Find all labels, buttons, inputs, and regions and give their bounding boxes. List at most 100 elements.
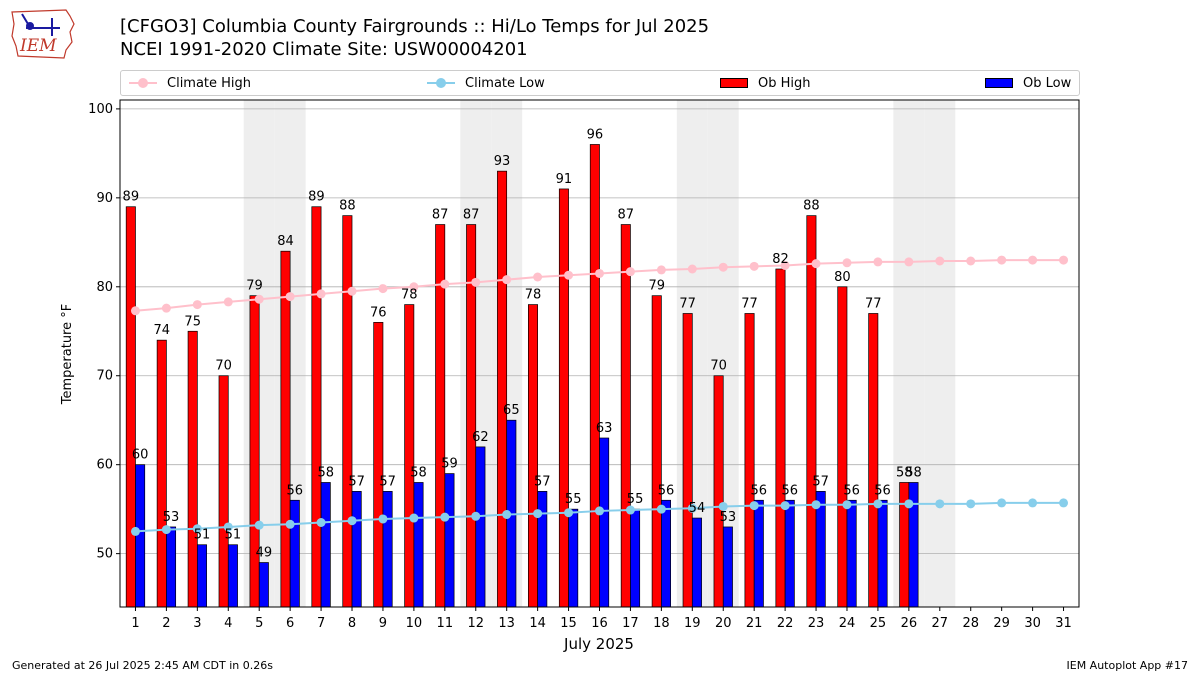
ob-low-label: 56	[751, 483, 768, 498]
ob-low-label: 57	[534, 474, 551, 489]
x-tick-label: 5	[255, 616, 263, 631]
ob-low-bar	[475, 446, 486, 608]
ob-high-label: 78	[525, 288, 542, 303]
x-tick-label: 11	[437, 616, 454, 631]
climate-high-point	[254, 294, 264, 304]
ob-low-bar	[196, 544, 207, 608]
ob-low-bar	[289, 499, 300, 608]
x-tick-label: 25	[870, 616, 887, 631]
ob-low-label: 55	[627, 492, 644, 507]
ob-high-bar	[744, 313, 755, 608]
footer-app-text: IEM Autoplot App #17	[1066, 659, 1189, 672]
climate-high-point	[502, 275, 512, 285]
climate-high-point	[347, 286, 357, 296]
ob-high-bar	[775, 268, 786, 608]
climate-high-point	[440, 279, 450, 289]
climate-low-point	[471, 511, 481, 521]
ob-low-label: 53	[720, 510, 737, 525]
x-tick-label: 21	[746, 616, 763, 631]
x-tick-label: 29	[993, 616, 1010, 631]
ob-high-bar	[806, 215, 817, 608]
ob-low-swatch-icon	[985, 78, 1013, 88]
climate-high-point	[378, 284, 388, 294]
climate-low-point	[1028, 498, 1038, 508]
ob-high-label: 88	[339, 199, 356, 214]
ob-low-label: 59	[441, 457, 458, 472]
ob-high-bar	[558, 188, 569, 608]
climate-low-point	[130, 526, 140, 536]
climate-high-point	[564, 270, 574, 280]
ob-high-swatch-icon	[720, 78, 748, 88]
climate-high-point	[192, 300, 202, 310]
y-tick-label: 100	[88, 102, 113, 117]
ob-low-label: 49	[256, 546, 273, 561]
ob-high-bar	[187, 330, 198, 608]
climate-high-point	[718, 262, 728, 272]
climate-low-point	[440, 512, 450, 522]
ob-low-bar	[753, 499, 764, 608]
ob-low-label: 53	[163, 510, 180, 525]
ob-low-label: 57	[379, 474, 396, 489]
climate-low-point	[997, 498, 1007, 508]
y-tick-label: 50	[96, 547, 113, 562]
climate-high-point	[935, 256, 945, 266]
climate-low-point	[564, 508, 574, 518]
ob-high-label: 77	[679, 296, 696, 311]
ob-low-label: 55	[565, 492, 582, 507]
ob-high-bar	[589, 144, 600, 608]
climate-low-point	[1059, 498, 1069, 508]
x-tick-label: 28	[962, 616, 979, 631]
climate-low-point	[378, 514, 388, 524]
ob-low-bar	[568, 508, 579, 608]
y-tick-label: 70	[96, 369, 113, 384]
x-tick-label: 15	[560, 616, 577, 631]
x-tick-label: 8	[348, 616, 356, 631]
ob-low-bar	[877, 499, 888, 608]
iem-logo: IEM	[11, 9, 75, 59]
x-tick-label: 9	[379, 616, 387, 631]
ob-high-label: 77	[741, 296, 758, 311]
footer-generated-text: Generated at 26 Jul 2025 2:45 AM CDT in …	[12, 659, 273, 672]
ob-high-bar	[682, 313, 693, 608]
climate-low-point	[316, 518, 326, 527]
ob-low-label: 63	[596, 421, 613, 436]
chart-title: [CFGO3] Columbia County Fairgrounds :: H…	[120, 16, 710, 37]
ob-high-label: 82	[772, 252, 789, 267]
ob-high-label: 74	[153, 323, 170, 338]
ob-high-label: 58	[896, 465, 913, 480]
ob-high-bar	[311, 206, 322, 608]
climate-low-point	[502, 509, 512, 519]
ob-high-bar	[868, 313, 879, 608]
ob-low-bar	[722, 526, 733, 608]
climate-low-point	[254, 520, 264, 530]
x-tick-label: 22	[777, 616, 794, 631]
x-tick-label: 14	[529, 616, 546, 631]
x-tick-label: 2	[162, 616, 170, 631]
ob-high-bar	[620, 224, 631, 608]
climate-high-point	[625, 267, 635, 277]
climate-high-point	[997, 255, 1007, 265]
ob-low-label: 56	[843, 483, 860, 498]
climate-low-point	[285, 519, 295, 529]
ob-low-bar	[382, 491, 393, 608]
x-tick-label: 10	[406, 616, 423, 631]
ob-low-label: 62	[472, 430, 489, 445]
ob-low-label: 56	[874, 483, 891, 498]
ob-low-bar	[135, 464, 146, 608]
ob-high-label: 93	[494, 154, 511, 169]
ob-high-bar	[837, 286, 848, 608]
ob-low-bar	[537, 491, 548, 608]
ob-high-label: 70	[710, 359, 727, 374]
climate-high-point	[687, 264, 697, 274]
ob-high-label: 77	[865, 296, 882, 311]
x-tick-label: 17	[622, 616, 639, 631]
climate-low-line-icon	[427, 78, 455, 88]
climate-high-point	[1028, 255, 1038, 265]
climate-low-point	[347, 516, 357, 526]
x-tick-label: 26	[901, 616, 918, 631]
x-tick-label: 13	[498, 616, 515, 631]
ob-low-bar	[166, 526, 177, 608]
climate-low-point	[904, 499, 914, 509]
ob-high-label: 91	[556, 172, 573, 187]
